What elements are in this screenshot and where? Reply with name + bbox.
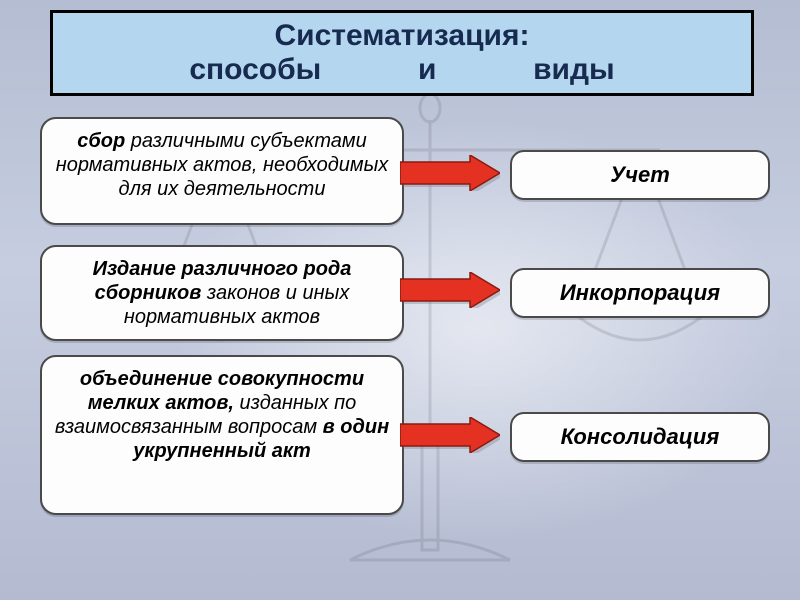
title-line2: способы и виды [53, 53, 751, 87]
arrow-1 [400, 155, 500, 191]
left-box-incorporation-desc: Издание различного рода сборников законо… [40, 245, 404, 341]
title-types: виды [533, 53, 615, 86]
right-box-incorporation: Инкорпорация [510, 268, 770, 318]
left-box-uchet-desc: сбор различными субъектами нормативных а… [40, 117, 404, 225]
title-methods: способы [189, 53, 321, 86]
right-box-consolidation: Консолидация [510, 412, 770, 462]
title-line1: Систематизация: [53, 19, 751, 53]
right-box-uchet: Учет [510, 150, 770, 200]
title-box: Систематизация: способы и виды [50, 10, 754, 96]
arrow-2 [400, 272, 500, 308]
title-and: и [418, 53, 436, 86]
left-box-consolidation-desc: объединение совокупности мелких актов, и… [40, 355, 404, 515]
arrow-3 [400, 417, 500, 453]
